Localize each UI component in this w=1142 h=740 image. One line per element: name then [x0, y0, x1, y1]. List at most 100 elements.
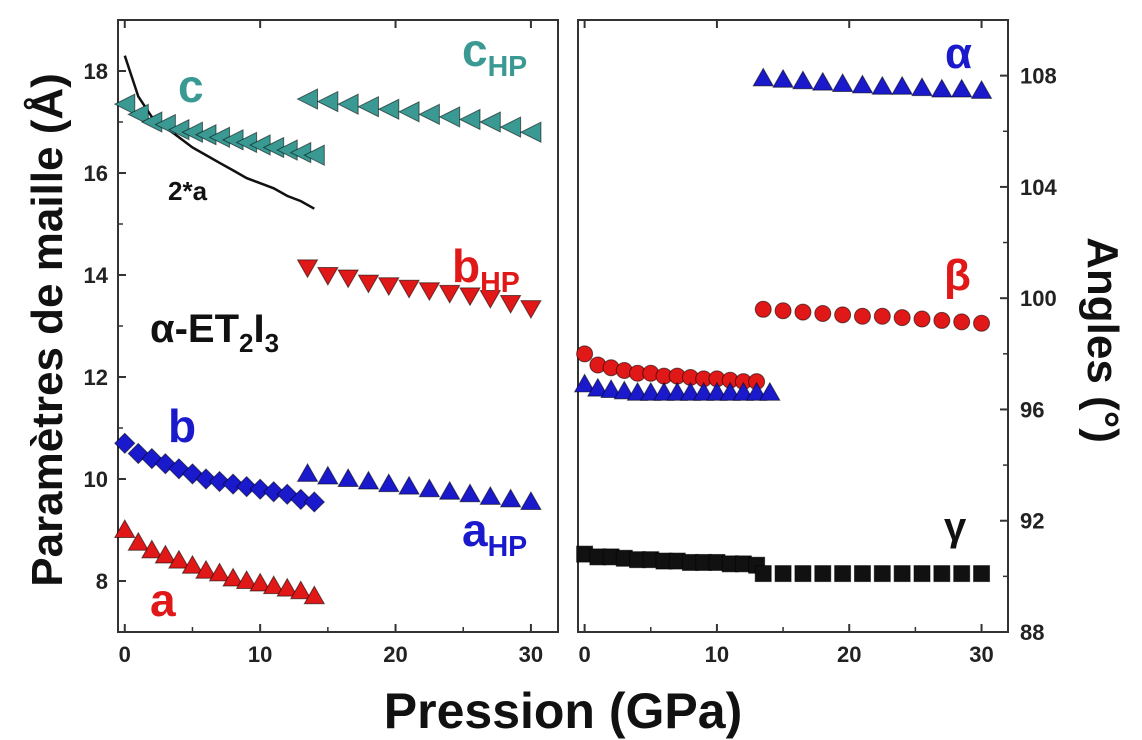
- point-a: [289, 580, 312, 600]
- point-angle: [600, 378, 622, 398]
- point-a: [222, 567, 244, 587]
- point-a-HP: [316, 465, 339, 485]
- series-c-HP: [296, 88, 542, 144]
- point-angle: [873, 565, 891, 583]
- label-c-hp: cHP: [462, 24, 527, 83]
- point-angle: [774, 565, 792, 583]
- compound-label-sub1: 2: [239, 328, 253, 358]
- point-angle: [953, 313, 971, 331]
- point-b: [235, 475, 258, 498]
- point-a: [168, 549, 190, 569]
- point-a: [303, 585, 326, 605]
- series-a-HP: [296, 462, 542, 510]
- point-angle: [814, 565, 832, 583]
- series-alpha: [752, 67, 993, 99]
- right-y-tick-label: 108: [1020, 64, 1057, 89]
- point-angle: [933, 311, 951, 329]
- point-angle: [930, 78, 953, 98]
- right-x-tick-label: 30: [969, 642, 993, 667]
- point-c-HP: [499, 116, 522, 138]
- point-c-HP: [296, 88, 319, 110]
- point-c-HP: [519, 121, 542, 144]
- label-b-hp: bHP: [452, 240, 520, 299]
- point-angle: [891, 75, 914, 95]
- point-angle: [692, 381, 715, 401]
- right-y-tick-label: 104: [1020, 175, 1057, 200]
- point-b: [290, 488, 312, 511]
- point-b: [303, 491, 326, 513]
- point-c-HP: [479, 111, 501, 133]
- label-a-hp-sub: HP: [488, 531, 528, 563]
- point-a: [276, 577, 299, 597]
- point-angle: [853, 565, 871, 583]
- label-a: a: [150, 574, 176, 626]
- point-a: [249, 572, 272, 592]
- label-alpha: α: [945, 29, 972, 78]
- point-a: [208, 562, 231, 582]
- point-angle: [573, 373, 596, 393]
- point-angle: [586, 377, 609, 397]
- point-a-HP: [337, 467, 360, 487]
- point-b: [195, 468, 217, 490]
- label-c-hp-sub: HP: [488, 51, 528, 83]
- point-angle: [950, 78, 973, 98]
- point-a-HP: [357, 470, 380, 490]
- label-beta: β: [944, 251, 971, 300]
- point-angle: [911, 77, 933, 97]
- compound-label-base: α-ET: [150, 307, 239, 351]
- point-b-HP: [398, 279, 420, 299]
- point-b: [222, 473, 244, 495]
- label-b-main: b: [168, 400, 196, 452]
- point-a: [262, 575, 285, 595]
- point-a-HP: [377, 473, 400, 493]
- label-b-hp-main: b: [452, 240, 480, 292]
- point-a: [235, 569, 258, 589]
- compound-label-mid: I: [254, 307, 265, 351]
- left-panel: 0 10 20 30 8 10 12 14 16 18: [84, 19, 559, 667]
- point-angle: [679, 381, 702, 401]
- point-a-HP: [438, 480, 461, 500]
- point-angle: [893, 309, 911, 327]
- point-c-HP: [438, 106, 461, 128]
- point-b-HP: [499, 295, 522, 315]
- point-angle: [792, 70, 814, 90]
- point-c: [303, 144, 325, 166]
- right-y-tick-label: 88: [1020, 620, 1044, 645]
- point-b: [262, 481, 285, 503]
- left-y-tick-label: 14: [84, 263, 109, 288]
- right-y-axis-title: Angles (°): [1078, 237, 1127, 443]
- point-b-HP: [337, 269, 360, 289]
- compound-label-sub2: 3: [265, 328, 279, 358]
- point-b-HP: [479, 289, 502, 309]
- point-a-HP: [459, 483, 481, 503]
- series-beta: [576, 300, 991, 391]
- label-a-main: a: [150, 574, 176, 626]
- point-b-HP: [520, 300, 542, 320]
- point-angle: [772, 68, 794, 88]
- point-angle: [745, 381, 768, 401]
- label-c-main: c: [178, 60, 204, 112]
- point-angle: [853, 307, 871, 325]
- point-a-HP: [398, 475, 420, 495]
- point-angle: [834, 565, 852, 583]
- point-angle: [831, 72, 854, 92]
- label-b: b: [168, 400, 196, 452]
- left-y-tick-label: 12: [84, 365, 108, 390]
- point-c-HP: [337, 93, 359, 115]
- point-b-HP: [438, 284, 461, 304]
- point-angle: [626, 381, 649, 401]
- point-angle: [576, 345, 594, 363]
- point-c-HP: [377, 98, 400, 121]
- point-b-HP: [357, 274, 380, 294]
- point-b-HP: [377, 277, 400, 297]
- label-a-hp: aHP: [462, 504, 527, 563]
- point-angle: [758, 381, 781, 401]
- right-x-tick-label: 20: [837, 642, 861, 667]
- point-a-HP: [296, 462, 319, 482]
- series-c: [113, 93, 325, 166]
- point-c-HP: [458, 108, 481, 131]
- compound-label: α-ET2I3: [150, 307, 279, 358]
- point-angle: [913, 310, 931, 328]
- right-y-tick-label: 96: [1020, 397, 1044, 422]
- left-y-tick-label: 8: [96, 569, 108, 594]
